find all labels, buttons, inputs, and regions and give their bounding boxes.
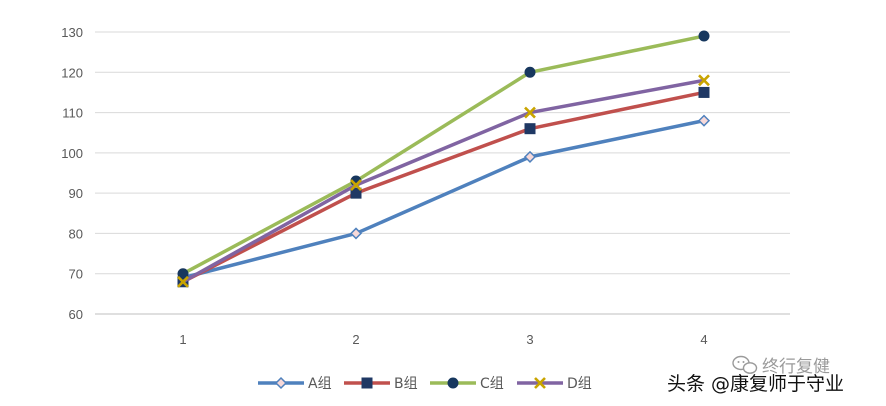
data-point (698, 74, 710, 87)
data-point (349, 227, 363, 240)
data-point (698, 30, 710, 42)
y-tick-label: 130 (61, 25, 83, 40)
data-point (698, 86, 710, 98)
y-tick-label: 60 (69, 307, 83, 322)
series-1 (176, 114, 711, 284)
data-point (177, 275, 189, 288)
data-point (524, 106, 536, 119)
series-line (181, 118, 706, 280)
watermark-line2: 头条 @康复师于守业 (667, 373, 844, 395)
series-line (181, 34, 706, 276)
watermark-line1: 终行复健 (762, 357, 830, 377)
series-group (176, 30, 711, 288)
data-point (350, 179, 362, 192)
y-tick-label: 120 (61, 65, 83, 80)
x-tick-label: 4 (700, 332, 707, 347)
watermark: 终行复健 头条 @康复师于守业 (667, 355, 844, 395)
x-axis-ticks: 1 2 3 4 (179, 332, 707, 347)
data-point (524, 66, 536, 78)
legend-label: C组 (480, 376, 504, 392)
legend-label: D组 (567, 376, 592, 392)
legend-item: C组 (430, 376, 504, 392)
series-line (181, 78, 706, 284)
y-tick-label: 90 (69, 186, 83, 201)
x-tick-label: 3 (526, 332, 533, 347)
y-tick-label: 80 (69, 226, 83, 241)
legend-item: D组 (517, 376, 592, 392)
legend-label: B组 (394, 376, 418, 392)
legend-item: B组 (344, 376, 418, 392)
legend: A组 B组 C组 D组 (258, 376, 592, 392)
legend-marker (361, 377, 373, 389)
series-line (181, 90, 706, 284)
x-tick-label: 2 (352, 332, 359, 347)
data-point (523, 150, 537, 163)
legend-marker (447, 377, 459, 389)
series-4 (177, 74, 710, 288)
data-point (177, 268, 189, 280)
data-point (697, 114, 711, 127)
x-tick-label: 1 (179, 332, 186, 347)
legend-item: A组 (258, 376, 332, 392)
legend-marker (534, 377, 546, 389)
y-axis-ticks: 60 70 80 90 100 110 120 130 (61, 25, 83, 322)
legend-marker (274, 376, 288, 390)
data-point (524, 123, 536, 135)
wechat-icon (732, 355, 758, 374)
y-tick-label: 70 (69, 267, 83, 282)
y-tick-label: 110 (62, 106, 83, 121)
data-point (350, 187, 362, 199)
y-tick-label: 100 (61, 146, 83, 161)
legend-label: A组 (308, 376, 332, 392)
gridlines (95, 31, 790, 315)
